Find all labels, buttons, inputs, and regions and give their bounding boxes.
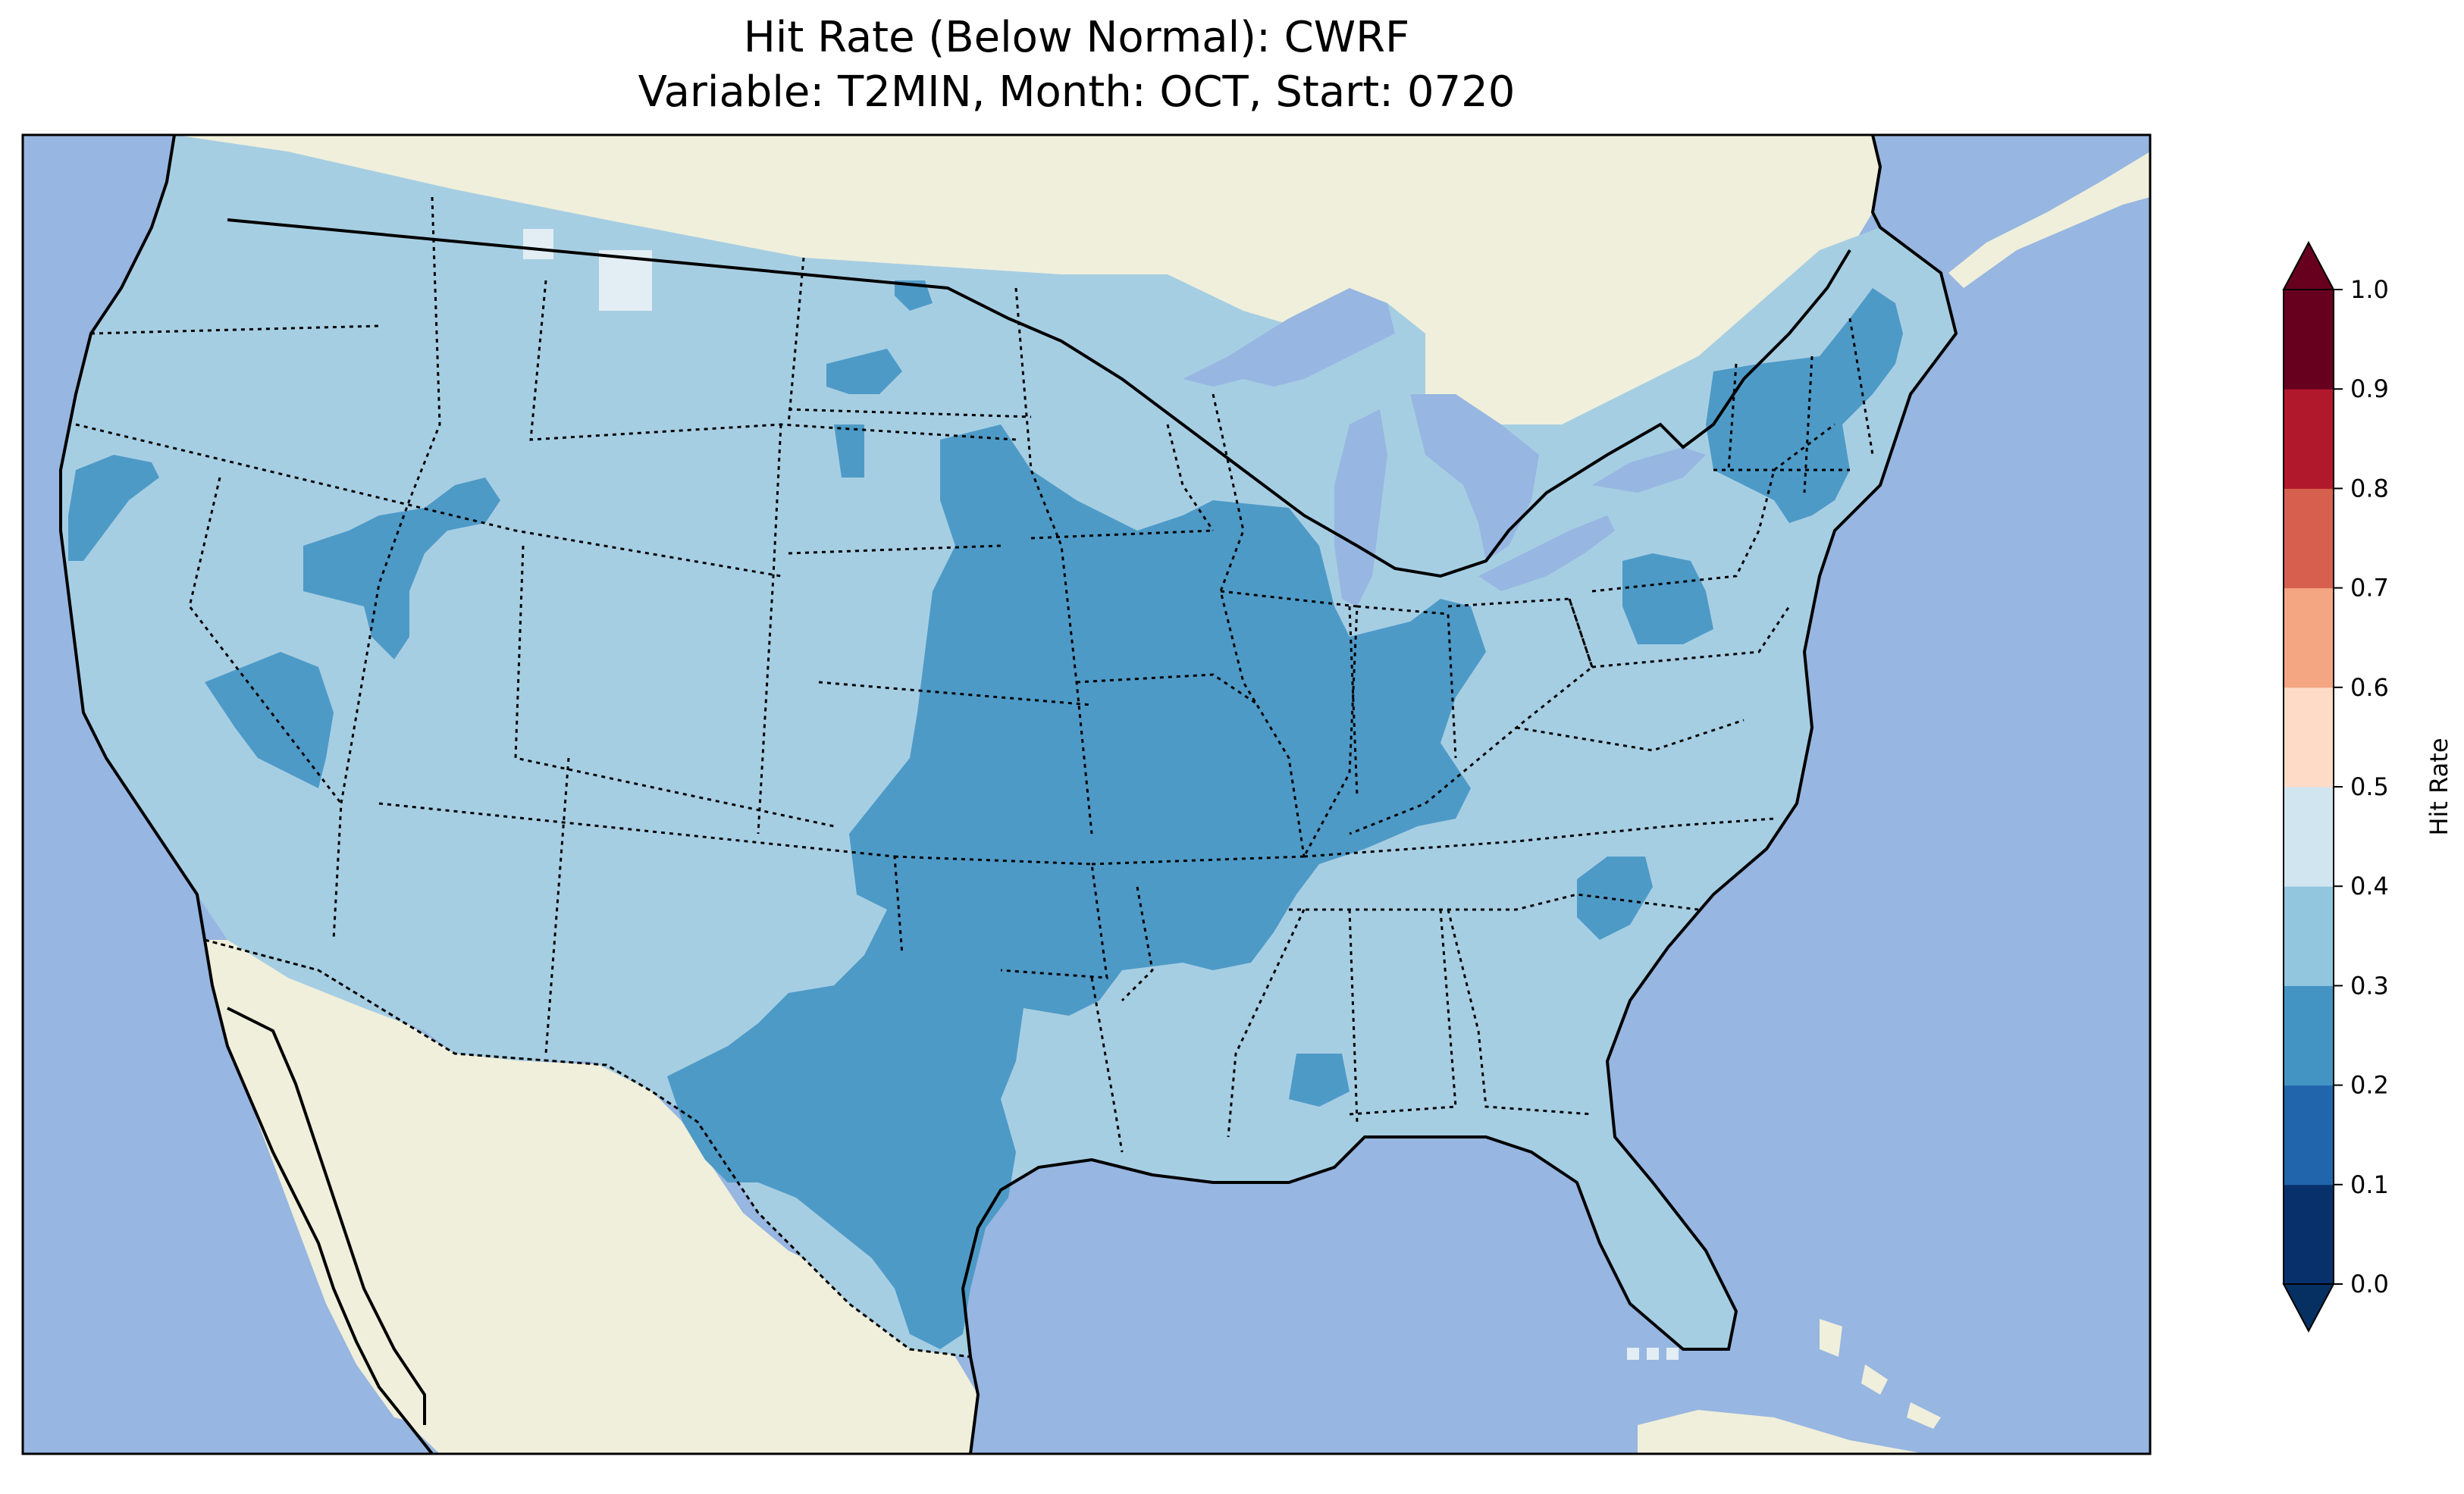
colorbar-over-arrow — [2282, 240, 2335, 290]
hit-rate-region-0.2-0.3 — [1289, 1054, 1350, 1107]
colorbar-tick-label: 0.3 — [2350, 971, 2389, 1000]
colorbar-under-arrow — [2282, 1283, 2335, 1333]
colorbar-tick-label: 0.1 — [2350, 1170, 2389, 1199]
colorbar-bin — [2284, 687, 2334, 788]
hit-rate-region-0.4-0.5 — [1647, 1348, 1659, 1360]
hit-rate-region-0.2-0.3 — [68, 455, 159, 561]
colorbar-bin — [2284, 985, 2334, 1086]
colorbar-tick-label: 0.2 — [2350, 1071, 2389, 1100]
colorbar: 0.0 0.1 0.2 0.3 0.4 0.5 0.6 0.7 0.8 0.9 1.0 Hit Rat… — [2282, 240, 2453, 1333]
colorbar-tick-label: 0.7 — [2350, 574, 2389, 603]
lake-superior — [1183, 288, 1395, 387]
colorbar-bin — [2284, 290, 2334, 390]
colorbar-tick-label: 0.6 — [2350, 673, 2389, 702]
colorbar-tick-label: 0.4 — [2350, 872, 2389, 900]
coastline — [59, 135, 434, 1454]
hit-rate-region-0.4-0.5 — [523, 229, 553, 259]
hit-rate-region-0.2-0.3 — [1622, 553, 1713, 644]
land-baja — [227, 1008, 425, 1425]
hit-rate-region-0.2-0.3 — [303, 478, 500, 659]
colorbar-tick-label: 0.0 — [2350, 1270, 2389, 1298]
colorbar-tick-label: 1.0 — [2350, 275, 2389, 304]
lake-huron — [1410, 394, 1539, 561]
colorbar-bin — [2284, 488, 2334, 589]
colorbar-bin — [2284, 886, 2334, 986]
land-bahamas — [1820, 1319, 1842, 1357]
lake-erie — [1478, 515, 1615, 591]
hit-rate-region-0.2-0.3 — [667, 424, 1486, 1349]
hit-rate-region-0.4-0.5 — [1627, 1348, 1639, 1360]
state-borders — [75, 196, 1874, 1153]
colorbar-bin — [2284, 389, 2334, 489]
colorbar-label: Hit Rate — [2425, 738, 2453, 835]
land-mexico — [205, 940, 978, 1454]
border-us-mexico — [204, 938, 971, 1358]
colorbar-tick-label: 0.5 — [2350, 772, 2389, 801]
hit-rate-region-0.2-0.3 — [895, 280, 933, 311]
hit-rate-region-0.2-0.3 — [826, 349, 902, 394]
chart-subtitle: Variable: T2MIN, Month: OCT, Start: 0720 — [638, 67, 1516, 117]
coastline — [227, 1007, 426, 1425]
land-bahamas — [1907, 1402, 1941, 1429]
colorbar-tick-label: 0.8 — [2350, 474, 2389, 503]
chart-title: Hit Rate (Below Normal): CWRF — [743, 13, 1410, 62]
colorbar-tick-label: 0.9 — [2350, 374, 2389, 403]
colorbar-bin — [2284, 787, 2334, 887]
lake-ontario — [1592, 447, 1706, 493]
land-bahamas — [1861, 1364, 1888, 1395]
hit-rate-region-0.2-0.3 — [205, 652, 334, 788]
hit-rate-region-0.4-0.5 — [1666, 1348, 1679, 1360]
land-cuba — [1638, 1410, 1926, 1454]
coastline — [961, 135, 1958, 1454]
colorbar-bin — [2284, 1085, 2334, 1185]
border-us-canada — [227, 218, 1851, 578]
colorbar-bin — [2284, 1184, 2334, 1285]
land-maritimes — [1948, 152, 2150, 288]
map-area — [23, 135, 2150, 1454]
map-frame — [21, 133, 2152, 1455]
colorbar-bin — [2284, 587, 2334, 688]
hit-rate-region-0.2-0.3 — [834, 424, 864, 478]
